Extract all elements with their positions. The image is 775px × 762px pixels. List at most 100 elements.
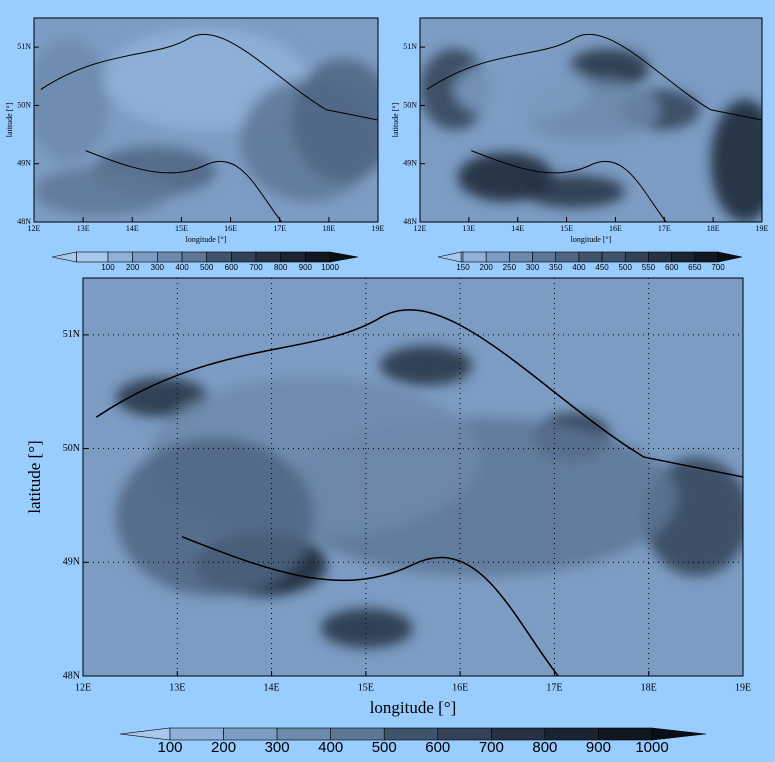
- colorbar-triangle: [717, 251, 743, 263]
- colorbar-box: [157, 251, 183, 263]
- y-tick-label: 50N: [63, 443, 80, 454]
- colorbar-label: 500: [619, 263, 633, 272]
- colorbar-label: 200: [211, 739, 236, 756]
- x-tick-label: 18E: [641, 682, 657, 693]
- x-tick-label: 17E: [658, 224, 671, 233]
- contour-region: [710, 99, 762, 222]
- colorbar-box: [694, 251, 719, 263]
- colorbar-label: 1000: [321, 263, 339, 272]
- y-axis-title: latitude [°]: [5, 102, 14, 137]
- colorbar-label: 650: [688, 263, 702, 272]
- colorbar-label: 600: [225, 263, 239, 272]
- colorbar-box: [462, 251, 487, 263]
- colorbar-label: 900: [299, 263, 313, 272]
- contour-field: [420, 48, 762, 222]
- colorbar-box: [532, 251, 557, 263]
- colorbar-label: 700: [249, 263, 263, 272]
- y-tick-label: 50N: [403, 100, 417, 109]
- y-tick-label: 49N: [403, 159, 417, 168]
- colorbar-box: [305, 251, 331, 263]
- x-tick-label: 12E: [75, 682, 91, 693]
- colorbar-label: 300: [151, 263, 165, 272]
- colorbar-label: 200: [126, 263, 140, 272]
- x-axis-title: longitude [°]: [186, 235, 227, 244]
- colorbar-box: [255, 251, 281, 263]
- map-panel: [83, 278, 743, 676]
- x-tick-label: 19E: [372, 224, 385, 233]
- x-tick-label: 16E: [224, 224, 237, 233]
- colorbar-label: 1000: [635, 739, 668, 756]
- colorbar: 150 200 250 300 350 400 450 500 550 600 650 700: [437, 251, 743, 272]
- colorbar-triangle: [651, 727, 707, 741]
- y-axis-title: latitude [°]: [391, 102, 400, 137]
- x-tick-label: 19E: [756, 224, 769, 233]
- x-tick-label: 15E: [175, 224, 188, 233]
- x-axis-title: longitude [°]: [370, 698, 457, 717]
- x-tick-label: 18E: [322, 224, 335, 233]
- y-tick-label: 51N: [403, 42, 417, 51]
- y-tick-label: 51N: [63, 329, 80, 340]
- colorbar-label: 450: [595, 263, 609, 272]
- colorbar-label: 250: [503, 263, 517, 272]
- x-tick-label: 19E: [735, 682, 751, 693]
- colorbar-label: 200: [480, 263, 494, 272]
- border-line: [95, 309, 743, 676]
- colorbar-label: 300: [526, 263, 540, 272]
- y-tick-label: 48N: [17, 217, 31, 226]
- colorbar-box: [648, 251, 672, 263]
- contour-region: [116, 437, 314, 597]
- contour-region: [34, 166, 172, 216]
- colorbar-label: 500: [372, 739, 397, 756]
- x-tick-label: 18E: [707, 224, 720, 233]
- colorbar-box: [624, 251, 649, 263]
- colorbar-label: 100: [101, 263, 115, 272]
- colorbar-label: 600: [665, 263, 679, 272]
- colorbar-box: [601, 251, 626, 263]
- colorbar-label: 900: [586, 739, 611, 756]
- map-panel: [420, 18, 762, 222]
- x-tick-label: 14E: [126, 224, 139, 233]
- colorbar-triangle: [437, 251, 462, 263]
- colorbar-label: 150: [456, 263, 470, 272]
- colorbar-label: 800: [532, 739, 557, 756]
- contour-region: [292, 58, 378, 182]
- x-tick-label: 15E: [358, 682, 374, 693]
- colorbar-label: 300: [265, 739, 290, 756]
- colorbar-triangle: [329, 251, 359, 263]
- colorbar-box: [231, 251, 257, 263]
- colorbar-box: [76, 251, 109, 263]
- colorbar-box: [206, 251, 232, 263]
- colorbar-label: 400: [318, 739, 343, 756]
- colorbar-triangle: [51, 251, 77, 263]
- border-line: [40, 33, 378, 222]
- y-tick-label: 48N: [63, 670, 80, 681]
- contour-region: [454, 58, 591, 120]
- colorbar-box: [181, 251, 207, 263]
- map-panel: [34, 18, 378, 222]
- y-tick-label: 51N: [17, 42, 31, 51]
- border-line: [426, 33, 762, 222]
- colorbar-label: 400: [175, 263, 189, 272]
- x-tick-label: 16E: [609, 224, 622, 233]
- x-tick-label: 13E: [462, 224, 475, 233]
- y-axis-title: latitude [°]: [25, 440, 44, 513]
- contour-region: [522, 175, 626, 208]
- y-tick-label: 50N: [17, 100, 31, 109]
- colorbar-label: 550: [642, 263, 656, 272]
- colorbar-box: [280, 251, 306, 263]
- x-tick-label: 12E: [414, 224, 427, 233]
- contour-field: [116, 345, 743, 649]
- colorbar-box: [132, 251, 158, 263]
- contour-region: [380, 345, 473, 386]
- colorbar-label: 400: [572, 263, 586, 272]
- colorbar-label: 100: [157, 739, 182, 756]
- colorbar-label: 600: [425, 739, 450, 756]
- plot-frame: [82, 277, 744, 677]
- x-tick-label: 12E: [28, 224, 41, 233]
- contour-region: [34, 38, 110, 161]
- x-tick-label: 14E: [511, 224, 524, 233]
- x-axis-title: longitude [°]: [571, 235, 612, 244]
- contour-field: [34, 28, 378, 216]
- colorbar-box: [509, 251, 533, 263]
- colorbar: 100 200 300 400 500 600 700 800 900 1000: [51, 251, 359, 272]
